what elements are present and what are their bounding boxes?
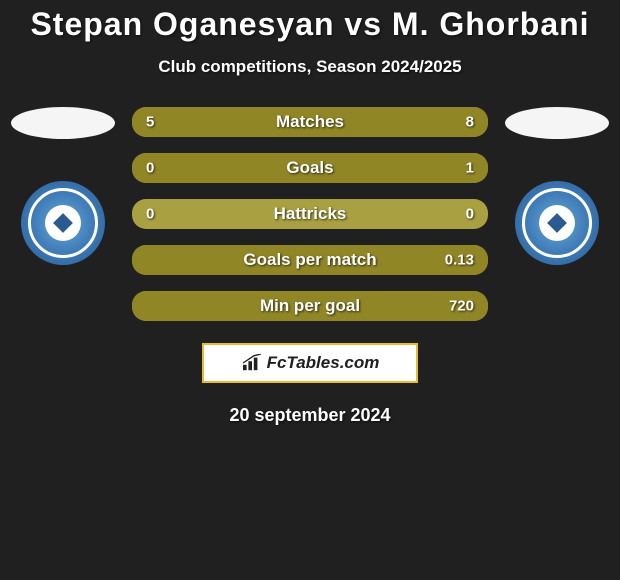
stat-value-left: 5	[146, 114, 154, 131]
subtitle: Club competitions, Season 2024/2025	[0, 57, 620, 77]
ball-icon	[45, 205, 81, 241]
main-row: Matches 5 8 Goals 0 1 Hattricks 0 0 Goals per mat…	[0, 107, 620, 321]
comparison-infographic: Stepan Oganesyan vs M. Ghorbani Club com…	[0, 0, 620, 426]
club-badge-left	[21, 181, 105, 265]
stat-bar: Hattricks 0 0	[132, 199, 488, 229]
player-left-column	[8, 107, 118, 265]
stat-bar: Goals per match 0.13	[132, 245, 488, 275]
stat-value-right: 0.13	[445, 252, 474, 269]
stat-bar: Min per goal 720	[132, 291, 488, 321]
stats-column: Matches 5 8 Goals 0 1 Hattricks 0 0 Goals per mat…	[118, 107, 502, 321]
page-title: Stepan Oganesyan vs M. Ghorbani	[0, 6, 620, 43]
player-right-column	[502, 107, 612, 265]
stat-value-right: 0	[466, 206, 474, 223]
stat-label: Goals	[286, 158, 333, 178]
stat-value-right: 720	[449, 298, 474, 315]
stat-value-right: 8	[466, 114, 474, 131]
ball-icon	[539, 205, 575, 241]
club-badge-right	[515, 181, 599, 265]
stat-value-left: 0	[146, 206, 154, 223]
date: 20 september 2024	[0, 405, 620, 426]
flag-right	[505, 107, 609, 139]
stat-label: Hattricks	[274, 204, 347, 224]
stat-bar: Matches 5 8	[132, 107, 488, 137]
stat-label: Min per goal	[260, 296, 360, 316]
stat-value-left: 0	[146, 160, 154, 177]
stat-label: Matches	[276, 112, 344, 132]
stat-label: Goals per match	[243, 250, 376, 270]
chart-icon	[241, 354, 263, 372]
flag-left	[11, 107, 115, 139]
brand-text: FcTables.com	[267, 353, 380, 373]
stat-bar: Goals 0 1	[132, 153, 488, 183]
brand-badge: FcTables.com	[202, 343, 418, 383]
stat-value-right: 1	[466, 160, 474, 177]
